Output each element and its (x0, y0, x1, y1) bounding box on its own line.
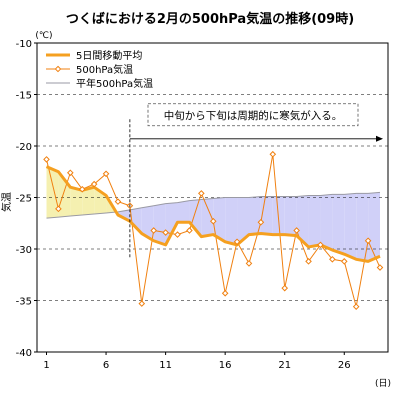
cold-fill-segment (284, 196, 297, 236)
y-tick-label: -40 (16, 348, 32, 359)
legend-label-observed: 500hPa気温 (76, 63, 133, 76)
observed-point (90, 180, 98, 188)
x-tick-label: 21 (278, 360, 291, 371)
cold-fill-segment (356, 193, 369, 262)
fill-areas (46, 166, 380, 262)
cold-fill-segment (308, 195, 321, 247)
y-axis-label: 気温 (0, 192, 13, 212)
y-tick-label: -20 (16, 142, 32, 153)
observed-point (162, 229, 169, 236)
cold-fill-segment (129, 207, 142, 234)
observed-point (340, 258, 348, 265)
cold-fill-segment (248, 196, 261, 235)
observed-point (281, 284, 289, 292)
cold-fill-segment (296, 195, 309, 247)
annotation-text: 中旬から下旬は周期的に寒気が入る。 (164, 109, 343, 122)
observed-point (102, 170, 110, 178)
observed-point (317, 241, 324, 249)
normal-temp-line (46, 191, 381, 219)
warm-fill-segment (58, 171, 71, 218)
cold-fill-segment (201, 198, 214, 237)
observed-point (186, 227, 193, 234)
x-tick-label: 16 (219, 360, 232, 371)
x-tick-labels: 1 6 11 16 21 26 (43, 352, 351, 371)
warm-fill-segment (46, 166, 59, 219)
observed-point (114, 198, 122, 205)
cold-fill-segment (177, 200, 190, 223)
y-tick-label: -10 (16, 39, 32, 50)
x-tick-label: 11 (159, 360, 172, 371)
observed-point (150, 227, 158, 234)
observed-point (138, 300, 146, 307)
observed-point (305, 258, 312, 265)
cold-fill-segment (141, 205, 154, 241)
cold-fill-segment (237, 197, 249, 245)
observed-point (293, 227, 300, 234)
y-tick-labels: -10 -15 -20 -25 -30 -35 -40 (16, 39, 37, 359)
observed-point (329, 255, 336, 263)
x-tick-label: 6 (103, 360, 109, 371)
observed-point (233, 238, 241, 246)
y-tick-label: -35 (16, 297, 32, 308)
observed-point (245, 260, 253, 267)
observed-point (352, 303, 360, 310)
gridlines (37, 94, 388, 301)
observed-point (364, 237, 372, 245)
annotation-box (147, 103, 359, 127)
cold-fill-segment (320, 194, 333, 251)
x-tick-label: 26 (338, 360, 351, 371)
observed-point (43, 156, 50, 163)
cold-fill-segment (332, 194, 345, 255)
observed-point (209, 217, 217, 225)
x-tick-label: 1 (43, 360, 49, 371)
y-tick-label: -15 (16, 91, 32, 102)
warm-fill-segment (82, 187, 95, 216)
warm-fill-segment (70, 187, 83, 217)
observed-point (198, 190, 205, 197)
legend-label-moving-average: 5日間移動平均 (76, 49, 142, 62)
annotation: 中旬から下旬は周期的に寒気が入る。 (129, 103, 383, 258)
cold-fill-segment (368, 192, 380, 262)
observed-point (269, 150, 277, 158)
cold-fill-segment (165, 202, 178, 245)
observed-point (376, 264, 384, 271)
cold-fill-segment (225, 197, 238, 245)
observed-point (78, 185, 86, 193)
annotation-arrow-head (376, 135, 383, 142)
cold-fill-segment (344, 193, 357, 260)
cold-fill-segment (213, 197, 226, 242)
series-lines (43, 150, 384, 310)
chart-title: つくばにおける2月の500hPa気温の推移(09時) (66, 11, 354, 27)
observed-point (174, 231, 181, 238)
observed-point (67, 169, 74, 177)
legend-swatch-observed-marker (54, 65, 62, 73)
y-unit-label: (℃) (35, 31, 52, 41)
y-tick-label: -25 (16, 194, 32, 205)
y-tick-label: -30 (16, 245, 32, 256)
x-unit-label: (日) (375, 378, 391, 389)
cold-fill-segment (189, 199, 202, 237)
cold-fill-segment (153, 203, 166, 245)
cold-fill-segment (260, 196, 273, 235)
moving-average-line (45, 165, 381, 263)
legend-label-normal: 平年500hPa気温 (76, 77, 153, 90)
observed-point (55, 205, 62, 213)
observed-point (221, 289, 229, 297)
observed-point (257, 218, 265, 226)
cold-fill-segment (272, 196, 285, 235)
